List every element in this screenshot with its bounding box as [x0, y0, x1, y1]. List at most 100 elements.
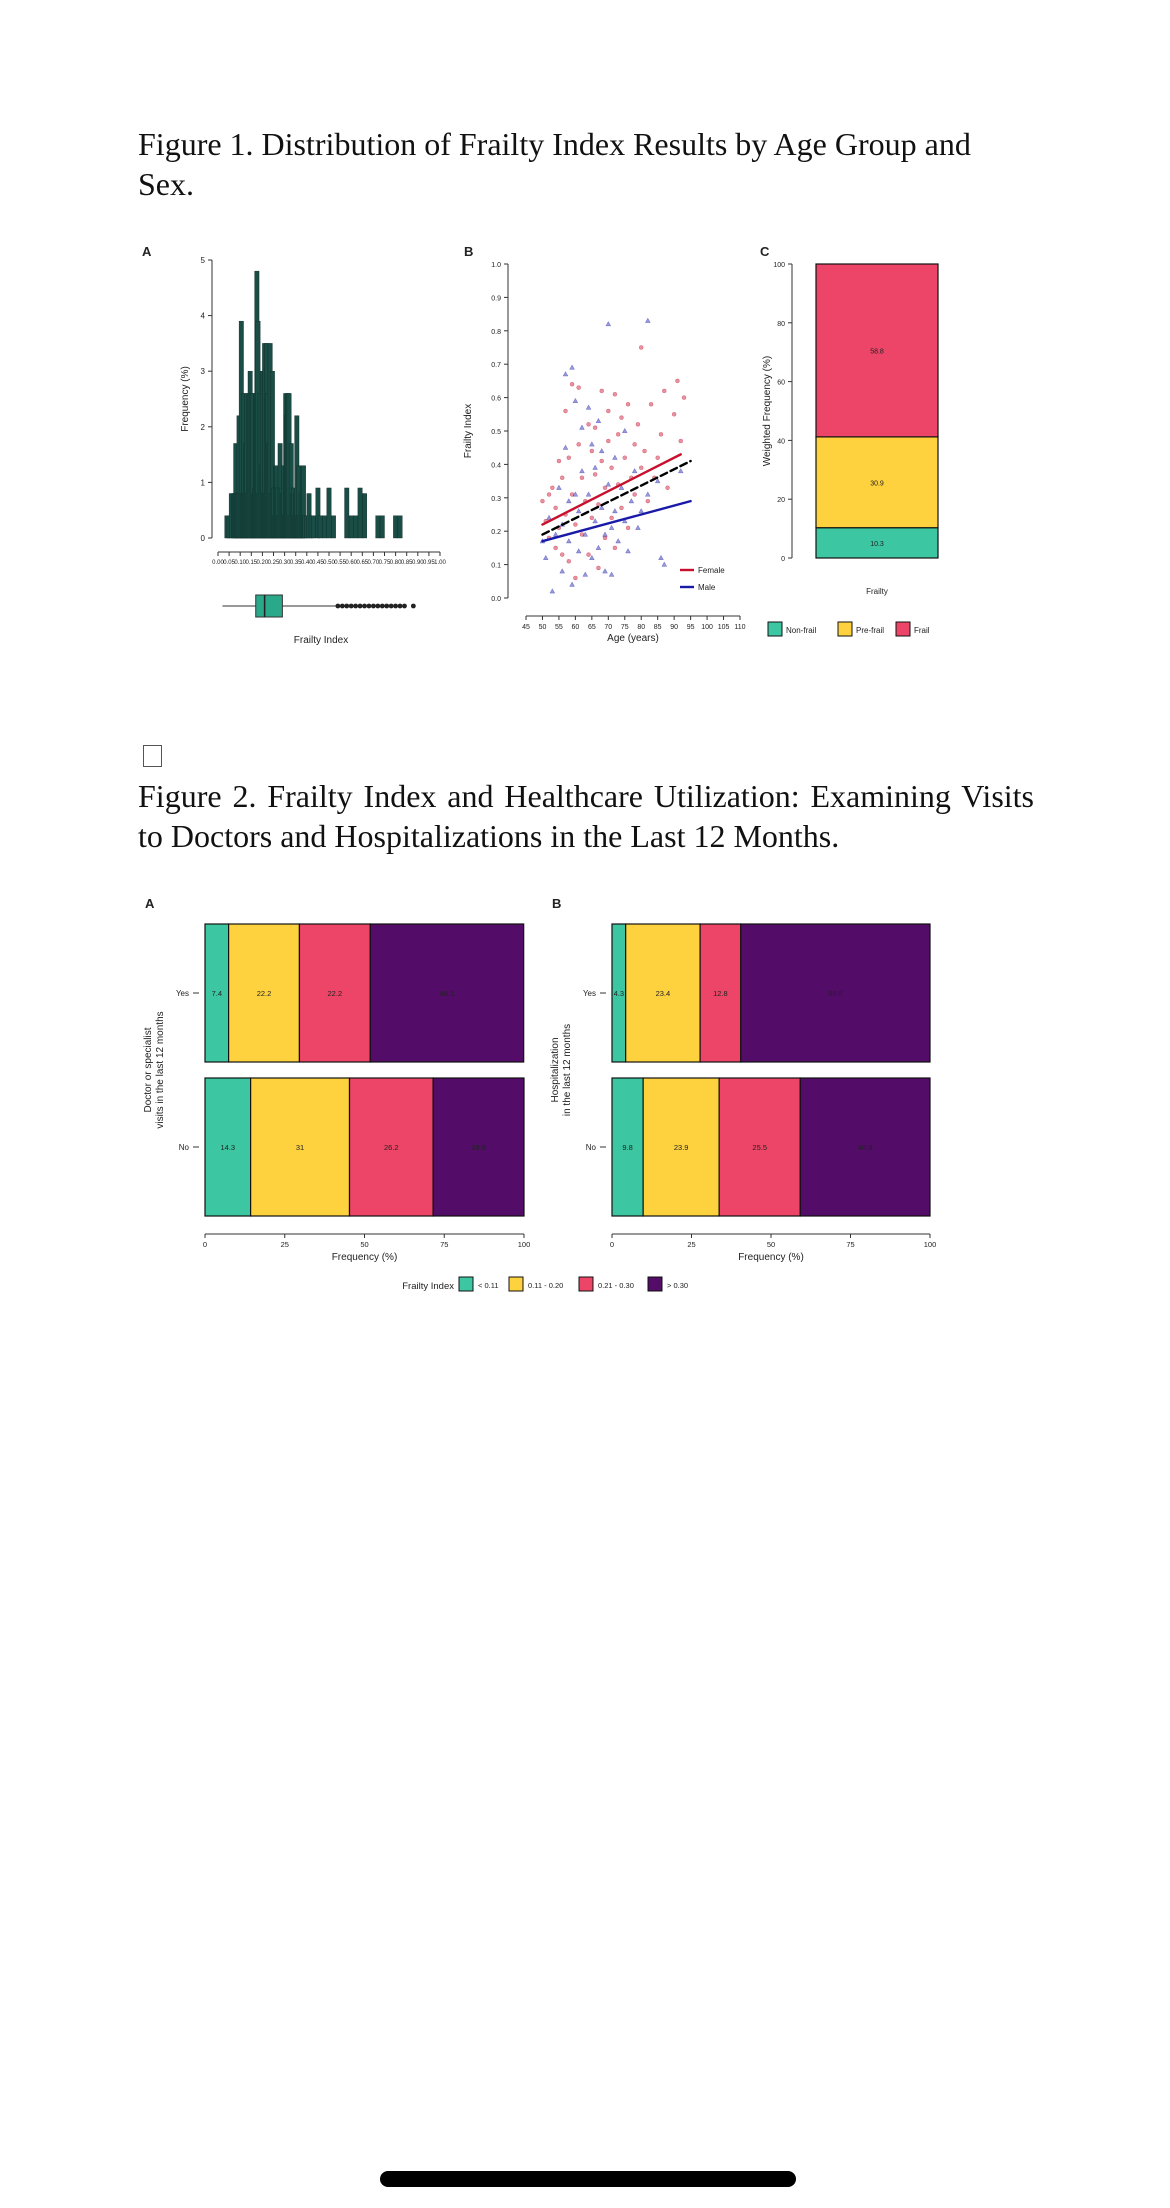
- male-point: [562, 444, 569, 450]
- histogram-bar: [379, 515, 385, 539]
- male-point: [644, 491, 651, 497]
- female-point: [681, 395, 687, 400]
- female-point: [662, 388, 667, 394]
- male-point: [635, 524, 641, 530]
- histogram-bar: [357, 487, 363, 539]
- y-tick-label: 100: [773, 262, 785, 269]
- x-tick-label: 70: [604, 624, 612, 631]
- box-outlier: [384, 603, 390, 609]
- histogram-bar: [326, 487, 332, 539]
- y-tick-label: 1: [201, 478, 206, 487]
- male-point: [654, 477, 661, 484]
- bar-segment-pre-frail: [815, 436, 939, 529]
- x-tick-label: 65: [588, 624, 596, 631]
- x-tick-label: 50: [360, 1240, 368, 1249]
- box-outlier: [357, 603, 363, 609]
- male-point: [658, 554, 664, 560]
- fit-line-male: [541, 499, 692, 543]
- segment-value-label: 59.6: [828, 989, 843, 998]
- x-tick-label: 0.30: [279, 560, 291, 566]
- legend-swatch: [578, 1276, 594, 1292]
- x-tick-label: 75: [440, 1240, 448, 1249]
- male-point: [556, 484, 562, 490]
- home-indicator[interactable]: [380, 2171, 796, 2187]
- box-outlier: [335, 603, 341, 609]
- box-outlier: [375, 603, 381, 609]
- bar-segment: [625, 923, 701, 1063]
- legend-label: Frail: [914, 626, 930, 635]
- histogram-bar: [362, 493, 367, 539]
- x-tick-label: 0.05: [223, 560, 235, 566]
- bar-segment: [611, 1077, 644, 1217]
- x-tick-label: 0.25: [268, 560, 280, 566]
- histogram-bar: [353, 515, 359, 539]
- female-point: [615, 432, 621, 437]
- male-point: [618, 484, 625, 490]
- segment-value-label: 10.3: [870, 541, 884, 548]
- female-point: [658, 432, 664, 437]
- y-tick-label: 3: [201, 367, 206, 376]
- y-tick-label: 40: [777, 438, 785, 445]
- y-tick-label: 1.0: [491, 262, 501, 269]
- female-point: [602, 535, 608, 541]
- segment-value-label: 22.2: [328, 989, 343, 998]
- y-tick-label: 0.5: [491, 429, 501, 436]
- x-axis-label: Frequency (%): [332, 1252, 398, 1263]
- female-point: [671, 412, 677, 417]
- legend-label: 0.11 - 0.20: [528, 1281, 563, 1290]
- x-tick-label: 0.15: [245, 560, 257, 566]
- bar-segment-frail: [815, 263, 939, 438]
- bar-segment: [432, 1077, 525, 1217]
- female-point: [606, 438, 611, 444]
- box-outlier: [353, 603, 359, 609]
- box-outlier: [362, 603, 367, 609]
- y-axis-label: Frequency (%): [180, 366, 191, 432]
- y-tick-label: 4: [201, 312, 206, 321]
- female-point: [573, 522, 578, 527]
- male-point: [602, 531, 608, 537]
- histogram-bar: [322, 515, 327, 539]
- male-point: [582, 531, 589, 537]
- male-point: [615, 538, 622, 544]
- histogram-bar: [348, 515, 354, 539]
- y-axis-label-line-2: visits in the last 12 months: [155, 1011, 166, 1128]
- x-tick-label: 0.95: [423, 560, 435, 566]
- female-point: [675, 378, 680, 384]
- segment-value-label: 26.2: [384, 1143, 399, 1152]
- segment-value-label: 14.3: [221, 1143, 236, 1152]
- x-tick-label: 0.70: [368, 560, 380, 566]
- box-outlier: [393, 603, 398, 609]
- segment-value-label: 58.8: [870, 348, 884, 355]
- histogram-bar: [331, 515, 336, 539]
- female-point: [619, 415, 624, 420]
- fit-line-female: [541, 453, 682, 526]
- x-tick-label: 0.65: [356, 560, 368, 566]
- male-point: [579, 467, 585, 474]
- male-point: [608, 571, 615, 577]
- female-point: [553, 545, 558, 551]
- bar-segment: [298, 923, 371, 1063]
- x-tick-label: 0.60: [345, 560, 357, 566]
- bar-segment: [369, 923, 525, 1063]
- x-tick-label: 45: [522, 624, 530, 631]
- broken-image-checkbox: [143, 745, 162, 767]
- female-point: [592, 425, 598, 430]
- male-point: [595, 544, 602, 550]
- x-tick-label: 0.50: [323, 560, 335, 566]
- y-tick-label: 60: [777, 380, 785, 387]
- x-tick-label: 50: [539, 624, 547, 631]
- y-tick-label: 0.1: [491, 563, 501, 570]
- x-tick-label: 1.00: [434, 560, 446, 566]
- histogram-bar: [393, 515, 398, 539]
- x-tick-label: 95: [687, 624, 695, 631]
- legend-swatch: [458, 1276, 474, 1292]
- y-tick-label: 0.8: [491, 329, 501, 336]
- female-point: [566, 559, 572, 564]
- female-point: [576, 442, 581, 447]
- x-axis-label: Frailty: [866, 587, 888, 596]
- figure-1-panel-a-histogram: A 0 1 2 3 4 5 Frequency (%) 0.00 0.05 0.10 0.15 0.20…: [142, 244, 446, 646]
- x-tick-label: 55: [555, 624, 563, 631]
- female-point: [579, 475, 585, 481]
- female-point: [665, 485, 670, 491]
- legend-swatch: [767, 621, 783, 637]
